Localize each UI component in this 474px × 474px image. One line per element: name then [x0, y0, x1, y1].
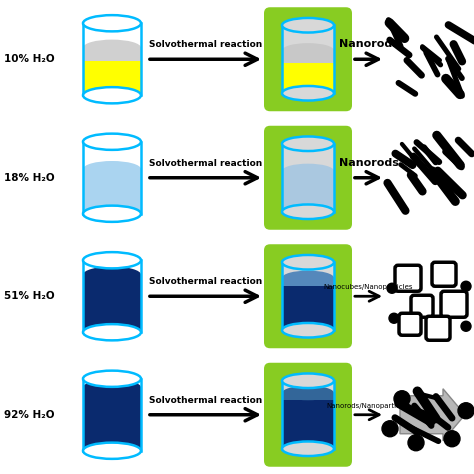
Text: Solvothermal reaction: Solvothermal reaction	[149, 396, 262, 405]
Ellipse shape	[83, 379, 141, 395]
Ellipse shape	[83, 252, 141, 268]
Ellipse shape	[83, 134, 141, 150]
Text: Solvothermal reaction: Solvothermal reaction	[149, 277, 262, 286]
Text: Nanorods: Nanorods	[338, 39, 399, 49]
Bar	[83, 142, 141, 214]
Circle shape	[408, 435, 424, 451]
Ellipse shape	[282, 164, 334, 178]
Ellipse shape	[83, 161, 141, 177]
Bar	[282, 262, 334, 330]
Bar	[282, 278, 334, 286]
FancyBboxPatch shape	[441, 291, 467, 317]
FancyBboxPatch shape	[399, 313, 421, 335]
Ellipse shape	[282, 18, 334, 33]
Ellipse shape	[282, 137, 334, 151]
Ellipse shape	[282, 86, 334, 100]
FancyBboxPatch shape	[264, 363, 352, 467]
Circle shape	[394, 391, 410, 407]
Bar	[282, 171, 334, 212]
Ellipse shape	[83, 206, 141, 222]
Text: Solvothermal reaction: Solvothermal reaction	[149, 159, 262, 168]
Circle shape	[458, 403, 474, 419]
Text: 92% H₂O: 92% H₂O	[4, 410, 55, 420]
FancyArrow shape	[400, 389, 465, 441]
Text: 10% H₂O: 10% H₂O	[4, 54, 55, 64]
Bar	[282, 400, 334, 449]
Bar	[282, 63, 334, 93]
Circle shape	[461, 321, 471, 331]
Circle shape	[387, 283, 397, 293]
Text: Nanorods/Nanoparticles: Nanorods/Nanoparticles	[327, 403, 410, 409]
Ellipse shape	[282, 255, 334, 270]
Ellipse shape	[282, 374, 334, 388]
Bar	[83, 274, 141, 332]
Ellipse shape	[282, 323, 334, 337]
FancyBboxPatch shape	[432, 262, 456, 286]
Ellipse shape	[83, 324, 141, 340]
Ellipse shape	[83, 443, 141, 459]
Bar	[282, 50, 334, 63]
FancyBboxPatch shape	[264, 244, 352, 348]
Bar	[282, 393, 334, 400]
Ellipse shape	[83, 87, 141, 103]
Ellipse shape	[83, 371, 141, 387]
Bar	[83, 260, 141, 332]
FancyBboxPatch shape	[411, 295, 433, 317]
Bar	[83, 61, 141, 95]
Circle shape	[389, 313, 399, 323]
Bar	[282, 25, 334, 93]
FancyBboxPatch shape	[395, 265, 421, 291]
Bar	[282, 144, 334, 212]
Circle shape	[461, 281, 471, 291]
FancyBboxPatch shape	[426, 316, 450, 340]
Ellipse shape	[282, 204, 334, 219]
Bar	[282, 381, 334, 449]
Bar	[83, 379, 141, 451]
Circle shape	[382, 421, 398, 437]
Bar	[83, 387, 141, 451]
Bar	[282, 286, 334, 330]
Ellipse shape	[282, 271, 334, 285]
FancyBboxPatch shape	[264, 7, 352, 111]
Text: 18% H₂O: 18% H₂O	[4, 173, 55, 183]
Bar	[83, 169, 141, 214]
Text: 51% H₂O: 51% H₂O	[4, 291, 55, 301]
Bar	[83, 23, 141, 95]
Ellipse shape	[83, 266, 141, 283]
Bar	[83, 48, 141, 61]
FancyBboxPatch shape	[264, 126, 352, 230]
Circle shape	[444, 431, 460, 447]
Ellipse shape	[83, 15, 141, 31]
Ellipse shape	[83, 40, 141, 56]
Text: Solvothermal reaction: Solvothermal reaction	[149, 40, 262, 49]
Text: Nanorods: Nanorods	[338, 158, 399, 168]
Ellipse shape	[282, 441, 334, 456]
Ellipse shape	[282, 43, 334, 58]
Text: Nanocubes/Nanoparticles: Nanocubes/Nanoparticles	[324, 284, 413, 290]
Ellipse shape	[282, 386, 334, 400]
